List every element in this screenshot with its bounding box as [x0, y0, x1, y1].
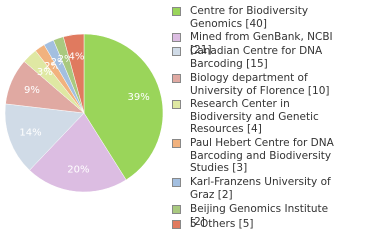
slice-label: 20% [67, 165, 89, 176]
legend-swatch [172, 205, 181, 214]
slice-label: 4% [69, 52, 85, 63]
slice-label: 2% [51, 57, 67, 68]
legend-swatch [172, 47, 181, 56]
legend-item: Canadian Centre for DNA Barcoding [15] [172, 45, 342, 70]
pie-slice [83, 33, 164, 181]
slice-label: 39% [128, 92, 150, 103]
slice-label: 2% [58, 54, 74, 65]
legend-swatch [172, 100, 181, 109]
legend-swatch [172, 7, 181, 16]
legend-label: Beijing Genomics Institute [2] [190, 203, 329, 228]
pie-slice [4, 103, 85, 171]
legend-label: 5 Others [5] [190, 218, 254, 230]
slice-label: 3% [37, 67, 53, 78]
legend-label: Mined from GenBank, NCBI [21] [190, 31, 333, 56]
legend-swatch [172, 178, 181, 187]
slice-label: 9% [24, 85, 40, 96]
legend-label: Canadian Centre for DNA Barcoding [15] [190, 45, 323, 70]
legend-swatch [172, 220, 181, 229]
legend-label: Centre for Biodiversity Genomics [40] [190, 5, 309, 30]
legend-label: Research Center in Biodiversity and Gene… [190, 98, 319, 135]
legend-swatch [172, 33, 181, 42]
legend-item: 5 Others [5] [172, 218, 342, 231]
legend-swatch [172, 74, 181, 83]
pie-slice [29, 112, 127, 193]
legend-item: Paul Hebert Centre for DNA Barcoding and… [172, 137, 342, 175]
legend-item: Karl-Franzens University of Graz [2] [172, 176, 342, 201]
legend-item: Beijing Genomics Institute [2] [172, 203, 342, 228]
legend-label: Biology department of University of Flor… [190, 72, 330, 97]
pie-slice [63, 33, 85, 114]
legend-label: Paul Hebert Centre for DNA Barcoding and… [190, 137, 334, 174]
legend-item: Mined from GenBank, NCBI [21] [172, 31, 342, 56]
legend-swatch [172, 139, 181, 148]
slice-label: 14% [19, 127, 41, 138]
legend-item: Centre for Biodiversity Genomics [40] [172, 5, 342, 30]
legend-item: Biology department of University of Flor… [172, 72, 342, 97]
pie-chart: 39%20%14%9%3%2%2%2%4% [4, 33, 164, 193]
legend-item: Research Center in Biodiversity and Gene… [172, 98, 342, 136]
legend-label: Karl-Franzens University of Graz [2] [190, 176, 331, 201]
slice-label: 2% [44, 61, 60, 72]
